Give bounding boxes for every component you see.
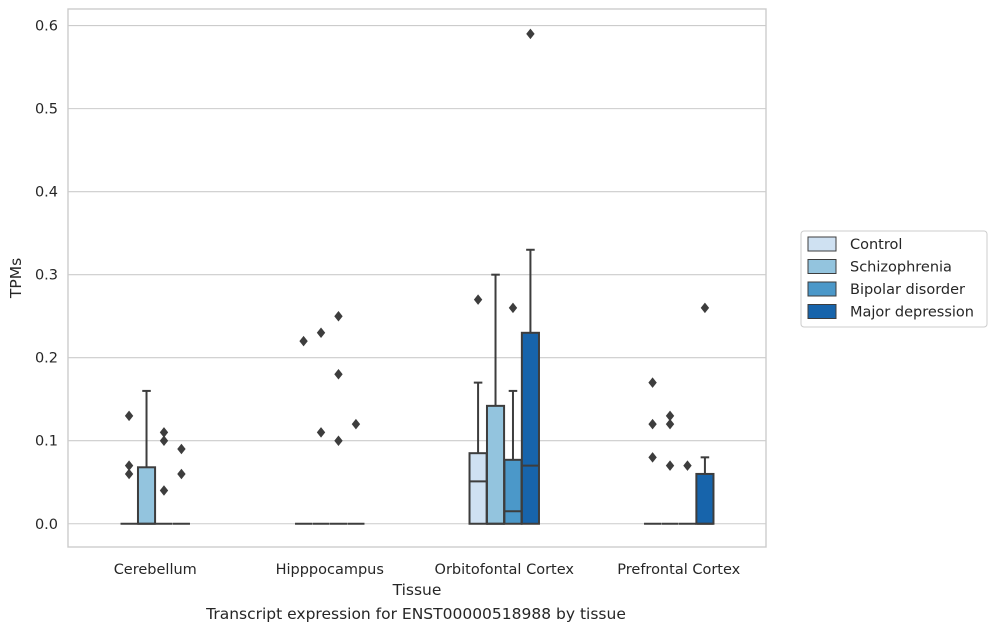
legend-label: Bipolar disorder [850,282,965,298]
boxes [120,28,715,525]
legend-label: Control [850,237,902,253]
outlier-point [648,452,657,463]
outlier-point [316,327,326,339]
x-axis-label: Tissue [392,581,442,599]
outlier-point [648,377,657,388]
box-control [120,410,138,525]
legend-swatch [807,236,837,252]
box-bipolar-disorder [329,310,348,525]
box-body [136,466,157,525]
figure-caption: Transcript expression for ENST0000051898… [206,605,626,623]
outlier-point [665,460,675,471]
outlier-point [351,418,361,430]
box-control [295,335,313,525]
outlier-point [159,435,169,446]
box-schizophrenia [136,389,157,525]
x-tick-label: Hipppocampus [276,562,384,578]
x-tick-label: Orbitofontal Cortex [435,562,575,578]
box-major-depression [347,418,365,525]
box-body [468,452,488,525]
outlier-point [124,410,134,422]
plot-frame [67,8,767,548]
outlier-point [665,418,675,430]
box-bipolar-disorder [155,427,173,525]
outlier-point [124,468,134,480]
legend-frame [800,230,988,328]
y-tick-labels: 0.0 0.1 0.2 0.3 0.4 0.5 0.6 [35,19,58,533]
box-body [485,404,506,525]
outlier-point [124,460,134,471]
outlier-point [473,294,483,305]
outlier-point [159,485,169,496]
box-control [644,377,662,525]
box-schizophrenia [485,273,506,525]
outlier-point [700,302,710,314]
y-tick-label: 0.2 [35,351,58,367]
legend-swatch [807,304,837,319]
outlier-point [177,443,186,455]
outlier-point [508,302,518,314]
y-tick-label: 0.1 [35,434,58,450]
grid-lines [68,25,766,525]
legend-label: Major depression [850,305,974,321]
y-tick-label: 0.4 [35,185,58,201]
outlier-point [665,410,675,422]
outlier-point [334,435,343,446]
legend-label: Schizophrenia [850,260,952,276]
outlier-point [526,28,535,40]
outlier-point [683,460,692,471]
y-tick-label: 0.3 [35,268,58,284]
outlier-point [316,427,326,438]
outlier-point [177,468,186,480]
box-bipolar-disorder [503,302,523,525]
box-body [695,472,715,525]
outlier-point [334,369,343,380]
y-axis-label: TPMs [7,258,25,299]
y-tick-label: 0.5 [35,102,58,118]
box-body [520,331,540,525]
box-major-depression [172,443,190,525]
y-tick-label: 0.0 [35,517,58,533]
x-tick-labels: Cerebellum Hipppocampus Orbitofontal Corte… [114,562,741,578]
x-tick-label: Cerebellum [114,562,197,578]
box-bipolar-disorder [678,460,697,525]
outlier-point [648,418,657,430]
box-body [503,458,523,525]
box-schizophrenia [312,327,330,525]
box-major-depression [520,28,540,525]
box-control [468,294,488,525]
box-schizophrenia [661,410,679,525]
y-tick-label: 0.6 [35,19,58,35]
outlier-point [299,335,308,347]
outlier-point [159,427,169,438]
box-major-depression [695,302,715,525]
x-tick-label: Prefrontal Cortex [617,562,740,578]
legend: Control Schizophrenia Bipolar disorder Majo… [800,230,988,328]
outlier-point [334,310,343,322]
legend-swatch [807,281,837,297]
legend-swatch [807,259,837,274]
